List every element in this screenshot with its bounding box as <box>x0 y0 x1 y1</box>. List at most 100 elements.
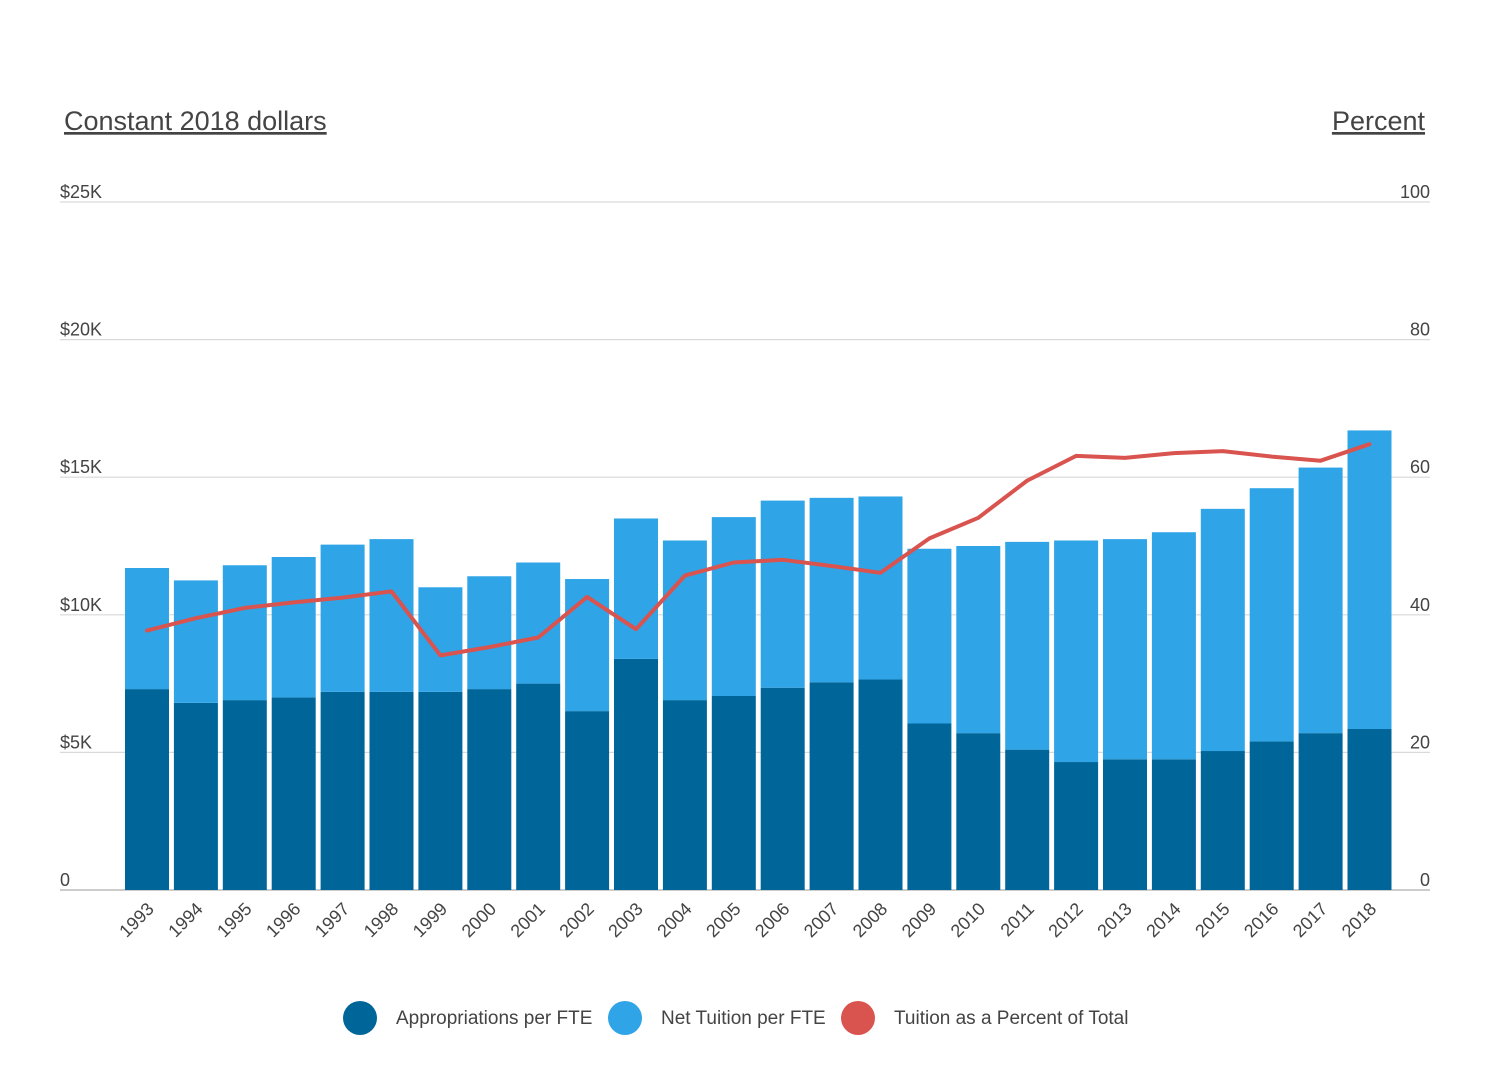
net-tuition-bar <box>1298 467 1343 734</box>
net-tuition-bar <box>1347 430 1392 730</box>
percent-line <box>145 442 1372 658</box>
net-tuition-bar <box>760 500 805 688</box>
appropriations-bar <box>1005 749 1050 890</box>
net-tuition-bar <box>1249 488 1294 742</box>
appropriations-bar <box>809 682 854 890</box>
appropriations-bar <box>907 723 952 890</box>
right-tick-label: 60 <box>1410 457 1430 477</box>
x-tick-label: 2018 <box>1338 899 1380 941</box>
net-tuition-bar <box>173 580 218 703</box>
x-tick-label: 2003 <box>604 899 646 941</box>
appropriations-bar <box>858 679 903 890</box>
x-tick-label: 1993 <box>115 899 157 941</box>
appropriations-bar <box>1103 759 1147 890</box>
appropriations-bar <box>320 691 365 890</box>
net-tuition-bar <box>320 544 365 692</box>
appropriations-bar <box>614 658 658 890</box>
x-tick-label: 1999 <box>409 899 451 941</box>
net-tuition-bar <box>418 587 463 692</box>
x-tick-label: 2017 <box>1289 899 1331 941</box>
left-tick-label: $15K <box>60 457 102 477</box>
net-tuition-bar <box>369 539 414 692</box>
x-tick-label: 2009 <box>898 899 940 941</box>
net-tuition-bar <box>1200 508 1245 752</box>
appropriations-bar <box>565 711 610 890</box>
right-tick-label: 40 <box>1410 595 1430 615</box>
x-tick-label: 2006 <box>751 899 793 941</box>
net-tuition-bar <box>222 565 267 701</box>
net-tuition-bar <box>271 557 316 698</box>
left-axis-title: Constant 2018 dollars <box>64 106 327 136</box>
appropriations-bar <box>956 733 1001 890</box>
bars <box>125 430 1392 890</box>
appropriations-bar <box>662 700 707 890</box>
left-tick-label: $5K <box>60 732 92 752</box>
legend-marker <box>841 1001 875 1035</box>
x-tick-label: 2007 <box>800 899 842 941</box>
right-axis-title: Percent <box>1332 106 1426 136</box>
x-tick-label: 2008 <box>849 899 891 941</box>
legend-marker <box>343 1001 377 1035</box>
right-tick-label: 100 <box>1400 182 1430 202</box>
x-axis-ticks: 1993 1994 1995 1996 1997 1998 1999 2000 2001 2002… <box>115 899 1380 941</box>
appropriations-bar <box>711 695 756 890</box>
net-tuition-bar <box>907 548 952 724</box>
x-tick-label: 1994 <box>164 899 206 941</box>
net-tuition-bar <box>1005 541 1050 750</box>
appropriations-bar <box>1151 759 1196 890</box>
x-tick-label: 2001 <box>507 899 549 941</box>
legend-label: Tuition as a Percent of Total <box>894 1008 1128 1029</box>
left-axis-ticks: 0 $5K $10K $15K $20K $25K <box>60 182 102 890</box>
x-tick-label: 1997 <box>311 899 353 941</box>
appropriations-bar <box>1347 729 1392 890</box>
appropriations-bar <box>467 689 512 890</box>
net-tuition-bar <box>858 496 903 680</box>
net-tuition-bar <box>956 546 1001 734</box>
x-tick-label: 2000 <box>458 899 500 941</box>
appropriations-bar <box>1249 741 1294 890</box>
x-tick-label: 2016 <box>1240 899 1282 941</box>
appropriations-bar <box>1298 733 1343 890</box>
appropriations-bar <box>125 689 169 890</box>
x-tick-label: 2005 <box>702 899 744 941</box>
right-tick-label: 20 <box>1410 732 1430 752</box>
percent-series-line <box>145 442 1372 658</box>
appropriations-bar <box>760 687 805 890</box>
legend-marker <box>608 1001 642 1035</box>
appropriations-bar <box>271 697 316 890</box>
appropriations-bar <box>222 700 267 890</box>
left-tick-label: 0 <box>60 870 70 890</box>
left-tick-label: $10K <box>60 595 102 615</box>
appropriations-bar <box>173 702 218 890</box>
net-tuition-bar <box>809 497 854 683</box>
net-tuition-bar <box>1054 540 1099 763</box>
x-tick-label: 2002 <box>555 899 597 941</box>
legend: Appropriations per FTE Net Tuition per FT… <box>343 1001 1128 1035</box>
x-tick-label: 2014 <box>1142 899 1184 941</box>
legend-label: Net Tuition per FTE <box>661 1008 826 1029</box>
net-tuition-bar <box>662 540 707 701</box>
appropriations-bar <box>516 683 561 890</box>
x-tick-label: 2010 <box>947 899 989 941</box>
x-tick-label: 1995 <box>213 899 255 941</box>
right-axis-ticks: 0 20 40 60 80 100 <box>1400 182 1430 890</box>
right-tick-label: 80 <box>1410 320 1430 340</box>
appropriations-bar <box>1200 751 1245 890</box>
x-tick-label: 2015 <box>1191 899 1233 941</box>
left-tick-label: $20K <box>60 320 102 340</box>
net-tuition-bar <box>1151 532 1196 760</box>
appropriations-bar <box>369 691 414 890</box>
appropriations-bar <box>418 691 463 890</box>
left-tick-label: $25K <box>60 182 102 202</box>
x-tick-label: 2004 <box>653 899 695 941</box>
x-tick-label: 2011 <box>997 899 1039 941</box>
net-tuition-bar <box>565 579 610 712</box>
net-tuition-bar <box>467 576 512 690</box>
net-tuition-bar <box>1103 539 1147 760</box>
x-tick-label: 1996 <box>262 899 304 941</box>
right-tick-label: 0 <box>1420 870 1430 890</box>
x-tick-label: 2012 <box>1044 899 1086 941</box>
legend-label: Appropriations per FTE <box>396 1008 592 1029</box>
